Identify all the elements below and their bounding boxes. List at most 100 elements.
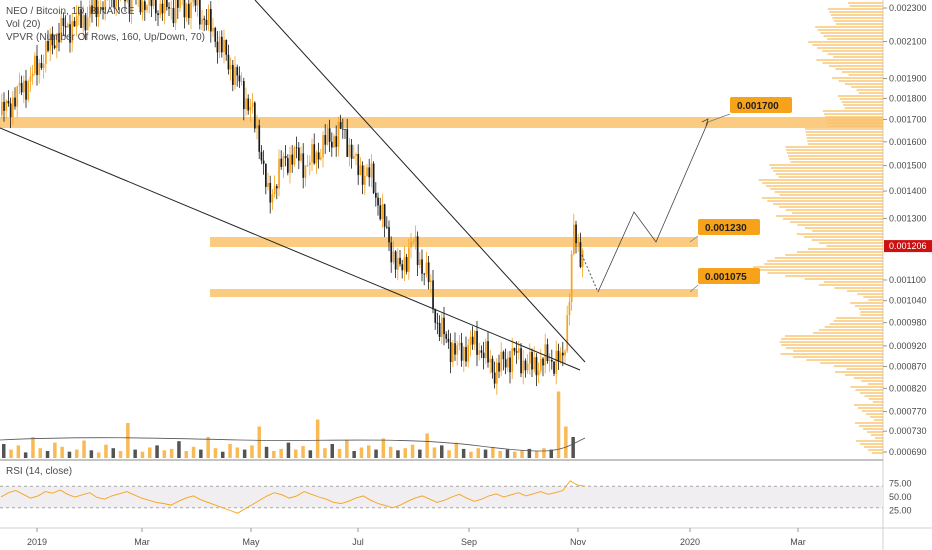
vpvr-bar [844,107,883,109]
candle-body [214,27,217,42]
volume-bar [294,449,298,458]
volume-bar [213,448,218,458]
vpvr-bar [823,35,883,37]
candle-body [42,63,45,69]
volume-bar [89,450,94,458]
candle-body [172,8,175,24]
volume-bar [177,441,181,458]
candle-body [390,242,393,263]
candle-body [377,197,379,206]
candle-body [152,0,155,7]
price-tick-label: 0.001040 [889,296,927,306]
candle-body [502,351,505,360]
volume-bar [549,449,553,458]
vpvr-bar [873,419,883,421]
candle-body [379,205,382,220]
vpvr-bar [856,89,883,91]
candle-body [370,163,373,178]
candle-body [548,359,551,362]
vpvr-bar [820,32,883,34]
volume-bar [228,444,232,458]
candle-body [456,345,459,355]
candle-body [126,0,129,2]
vpvr-bar [855,389,883,391]
candle-body [324,135,327,145]
candle-body [322,135,324,158]
candle-body [509,357,511,373]
candle-body [75,15,78,27]
vpvr-bar [854,305,883,307]
price-tick-label: 0.000920 [889,341,927,351]
candle-body [258,125,261,152]
candle-body [335,136,338,147]
volume-ma-line [0,437,586,452]
candle-body [348,144,351,157]
candle-body [564,351,566,356]
vpvr-bar [816,59,883,61]
vpvr-bar [861,380,883,382]
candle-body [540,358,542,371]
vpvr-bar [784,335,883,337]
candle-body [573,224,575,255]
volume-bar [403,448,407,458]
volume-bar [155,445,159,458]
candle-body [124,0,126,2]
volume-bar [308,450,313,458]
candle-body [485,341,487,359]
volume-bar [45,451,50,458]
vpvr-bar [858,92,883,94]
vpvr-bar [832,77,883,79]
volume-bar [469,451,473,458]
vpvr-bar [842,71,883,73]
vpvr-bar [769,164,883,166]
volume-bar [337,448,342,458]
volume-bar [16,445,21,458]
candle-body [309,162,311,166]
candle-body [313,144,316,164]
candle-body [58,33,60,43]
vpvr-histogram [753,2,883,454]
candle-body [359,165,362,175]
vpvr-bar [858,425,883,427]
candle-body [5,100,8,111]
vpvr-bar [849,5,883,7]
volume-bar [564,426,568,458]
vpvr-bar [845,374,883,376]
candle-body [353,155,355,159]
candle-body [104,0,107,11]
rsi-band [0,486,883,508]
candle-body [207,8,210,26]
vpvr-bar [854,422,883,424]
volume-bar [352,451,356,458]
candle-body [302,153,305,178]
resistance-zone-0.001230 [210,237,698,247]
candle-body [460,342,463,361]
vpvr-bar [793,350,883,352]
vpvr-bar [806,137,883,139]
candle-body [218,36,221,53]
candle-body [56,33,58,49]
candle-body [89,5,91,18]
vpvr-bar [834,20,883,22]
candle-body [386,226,388,228]
candle-body [3,101,5,111]
candle-body [555,350,558,374]
vpvr-bar [792,356,883,358]
candle-body [168,7,170,9]
level-label-connector [689,284,699,293]
time-tick-label: Jul [352,537,364,547]
vpvr-bar [833,365,883,367]
projection-path [597,121,709,293]
candle-body [482,352,485,359]
price-tick-label: 0.001500 [889,161,927,171]
vpvr-bar [844,83,883,85]
candle-body [232,64,234,85]
price-tick-label: 0.000980 [889,318,927,328]
candle-body [304,165,307,178]
vpvr-bar [785,209,883,211]
level-label-2: 0.001075 [705,272,747,283]
vpvr-bar [789,158,883,160]
price-tick-label: 0.001800 [889,93,927,103]
vpvr-bar [779,341,883,343]
candle-body [300,153,302,161]
